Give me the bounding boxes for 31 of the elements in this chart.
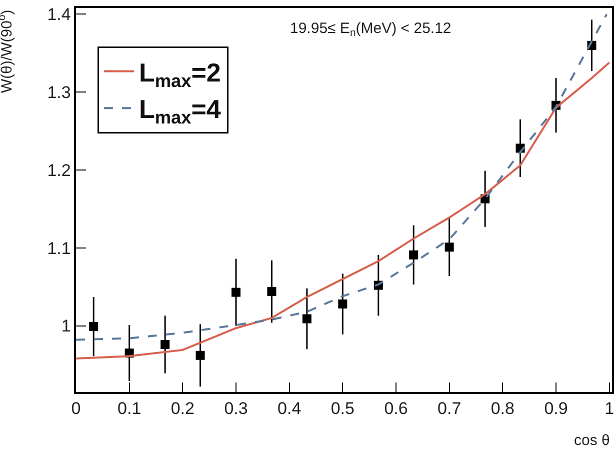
line-series [76,13,608,341]
x-tick-label: 0.1 [118,399,142,418]
point [409,250,418,260]
y-tick-label: 1 [61,316,71,336]
x-tick-label: 0.9 [544,399,568,418]
x-tick-label: 0.7 [438,399,462,418]
point [196,350,205,360]
x-tick-label: 0.5 [330,399,354,418]
legend-label: L$_{max}$=4 [138,94,222,128]
x-tick-label: 0.6 [384,399,408,418]
y-tick-label: 1.2 [47,160,71,180]
line-series [76,62,610,360]
x-tick-label: 0.8 [490,399,514,418]
point [232,288,240,297]
annotation: 19.95≤ E$_{n}$(MeV) < 25.12 [290,20,452,40]
y-tick-label: 1.1 [47,238,71,258]
y-tick-label: 1.3 [47,83,71,102]
x-tick-label: 0 [71,399,81,418]
point [89,322,98,332]
legend-label: L$_{max}$=2 [138,57,221,91]
point [267,287,276,296]
y-tick-label: 1.4 [47,5,71,24]
point [338,299,348,308]
x-axis-title: cos θ [574,432,610,449]
x-tick-label: 1 [604,399,614,418]
x-tick-label: 0.4 [278,399,302,418]
point [160,340,170,349]
x-tick-label: 0.2 [170,399,194,418]
point [302,314,312,324]
x-tick-label: 0.3 [224,399,248,418]
point [444,242,454,252]
